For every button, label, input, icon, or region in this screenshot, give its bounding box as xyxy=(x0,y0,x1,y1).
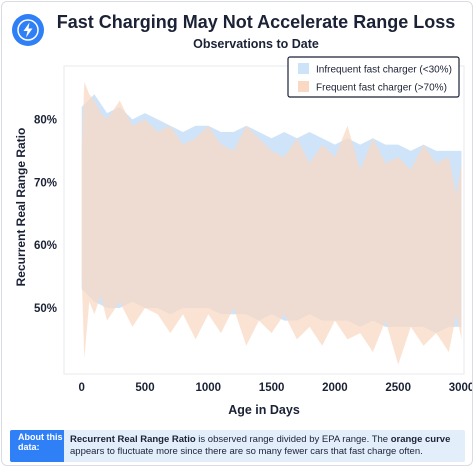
about-this-data-text: Recurrent Real Range Ratio is observed r… xyxy=(70,434,459,458)
y-tick-label: 60% xyxy=(34,240,57,252)
footer-text-part-2: appears to fluctuate more since there ar… xyxy=(70,446,423,457)
about-this-data-box: About this data: Recurrent Real Range Ra… xyxy=(10,430,465,462)
x-axis-label: Age in Days xyxy=(228,403,300,417)
y-axis-ticks: 50% 60% 70% 80% xyxy=(34,114,57,315)
y-tick-label: 50% xyxy=(34,303,57,315)
legend-label-infrequent: Infrequent fast charger (<30%) xyxy=(316,65,452,76)
x-tick-label: 500 xyxy=(135,382,154,394)
legend: Infrequent fast charger (<30%) Frequent … xyxy=(287,56,460,98)
legend-label-frequent: Frequent fast charger (>70%) xyxy=(316,83,447,94)
y-axis-label: Recurrent Real Range Ratio xyxy=(14,128,28,287)
x-tick-label: 3000 xyxy=(449,382,472,394)
x-tick-label: 2000 xyxy=(322,382,348,394)
x-tick-label: 2500 xyxy=(385,382,411,394)
footer-term: Recurrent Real Range Ratio xyxy=(70,434,196,445)
footer-text-part-1: is observed range divided by EPA range. … xyxy=(195,434,391,445)
x-tick-label: 1500 xyxy=(259,382,285,394)
x-tick-label: 0 xyxy=(78,382,84,394)
about-this-data-label: About this data: xyxy=(10,430,64,462)
lightning-bolt-icon xyxy=(12,14,44,46)
series-bands xyxy=(81,81,462,365)
range-ratio-chart: 0 500 1000 1500 2000 2500 3000 50% 60% 70% 80% Ag… xyxy=(14,56,472,417)
y-tick-label: 80% xyxy=(34,114,57,126)
series-band-frequent xyxy=(81,81,462,365)
legend-swatch-infrequent xyxy=(298,63,309,74)
legend-swatch-frequent xyxy=(298,81,309,92)
chart-title: Fast Charging May Not Accelerate Range L… xyxy=(56,12,456,32)
y-tick-label: 70% xyxy=(34,177,57,189)
x-axis-ticks: 0 500 1000 1500 2000 2500 3000 xyxy=(78,382,472,394)
footer-highlight: orange curve xyxy=(390,434,451,445)
chart-subtitle: Observations to Date xyxy=(193,37,319,51)
legend-box xyxy=(287,56,460,98)
x-tick-label: 1000 xyxy=(196,382,222,394)
